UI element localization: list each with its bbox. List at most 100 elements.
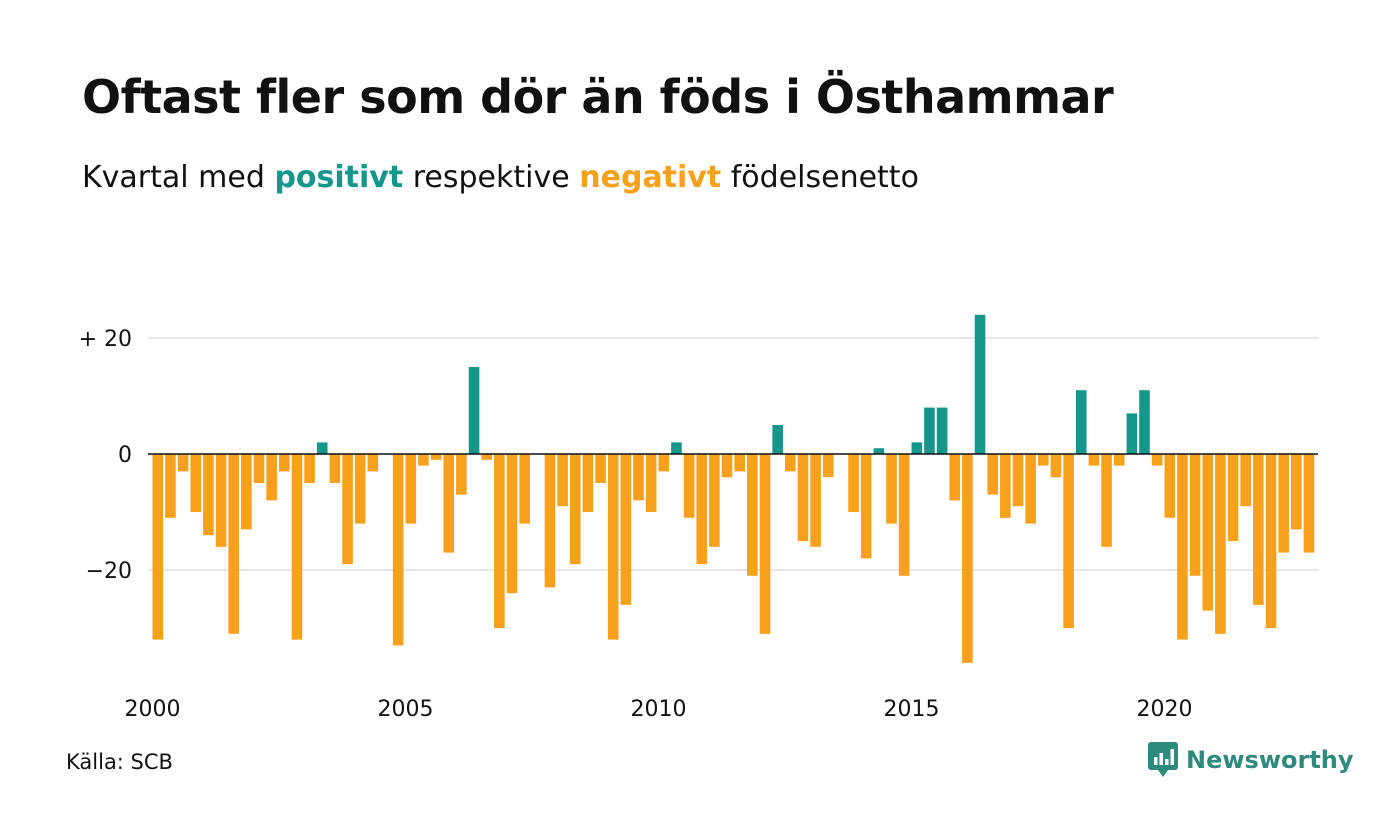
bar-negative bbox=[1265, 454, 1277, 628]
bar-negative bbox=[392, 454, 404, 646]
x-tick-label: 2020 bbox=[1137, 697, 1193, 722]
bar-negative bbox=[1177, 454, 1188, 640]
bar-negative bbox=[279, 454, 290, 472]
bar-negative bbox=[544, 454, 556, 588]
bar-negative bbox=[1063, 454, 1074, 628]
bar-negative bbox=[1012, 454, 1024, 507]
bar-negative bbox=[1253, 454, 1264, 605]
bar-negative bbox=[443, 454, 455, 553]
bar-negative bbox=[203, 454, 214, 536]
bar-negative bbox=[291, 454, 303, 640]
bar-negative bbox=[228, 454, 239, 634]
bar-negative bbox=[165, 454, 176, 518]
x-tick-label: 2005 bbox=[378, 697, 434, 722]
bar-negative bbox=[506, 454, 518, 594]
bar-negative bbox=[342, 454, 353, 565]
bar-negative bbox=[1101, 454, 1112, 547]
bar-negative bbox=[949, 454, 961, 501]
chart-subtitle: Kvartal med positivt respektive negativt… bbox=[82, 160, 919, 195]
x-tick-label: 2015 bbox=[884, 697, 940, 722]
bar-negative bbox=[569, 454, 581, 565]
x-tick-label: 2010 bbox=[631, 697, 687, 722]
chart-title: Oftast fler som dör än föds i Östhammar bbox=[82, 70, 1114, 124]
bar-negative bbox=[557, 454, 568, 507]
bar-negative bbox=[734, 454, 745, 472]
bar-negative bbox=[1038, 454, 1049, 466]
bar-chart: + 20 0 −20 2000 2005 2010 2015 2020 bbox=[79, 314, 1318, 722]
bar-negative bbox=[1303, 454, 1315, 553]
bar-negative bbox=[329, 454, 341, 483]
bar-negative bbox=[266, 454, 277, 501]
bar-negative bbox=[1278, 454, 1289, 553]
bar-negative bbox=[797, 454, 809, 541]
bar-negative bbox=[607, 454, 619, 640]
bar-negative bbox=[1151, 454, 1163, 466]
bar-negative bbox=[481, 454, 492, 460]
bar-negative bbox=[354, 454, 366, 524]
bar-negative bbox=[696, 454, 708, 565]
bar-negative bbox=[822, 454, 834, 478]
bar-negative bbox=[253, 454, 265, 483]
bar-negative bbox=[1025, 454, 1036, 524]
bar-negative bbox=[683, 454, 695, 518]
subtitle-negative-label: negativt bbox=[579, 160, 722, 195]
bar-negative bbox=[962, 454, 973, 663]
bar-negative bbox=[721, 454, 733, 478]
bar-negative bbox=[987, 454, 998, 495]
bar-negative bbox=[152, 454, 164, 640]
bar-negative bbox=[582, 454, 594, 512]
bar-positive bbox=[936, 407, 948, 454]
bar-negative bbox=[620, 454, 632, 605]
bar-negative bbox=[898, 454, 910, 576]
newsworthy-logo-icon bbox=[1148, 742, 1178, 777]
bar-negative bbox=[709, 454, 720, 547]
bar-negative bbox=[886, 454, 897, 524]
bar-negative bbox=[304, 454, 315, 483]
subtitle-middle: respektive bbox=[412, 160, 570, 195]
bar-negative bbox=[456, 454, 467, 495]
bar-negative bbox=[177, 454, 189, 472]
bar-negative bbox=[190, 454, 202, 512]
bar-negative bbox=[785, 454, 796, 472]
bar-negative bbox=[595, 454, 606, 483]
bar-negative bbox=[645, 454, 657, 512]
bar-negative bbox=[848, 454, 859, 512]
bar-negative bbox=[1240, 454, 1251, 507]
bar-positive bbox=[468, 367, 480, 454]
source-note: Källa: SCB bbox=[66, 750, 173, 774]
bar-negative bbox=[1113, 454, 1125, 466]
bar-negative bbox=[1227, 454, 1239, 541]
bar-negative bbox=[1291, 454, 1302, 530]
subtitle-suffix: födelsenetto bbox=[730, 160, 919, 195]
bar-positive bbox=[974, 314, 986, 454]
bar-negative bbox=[1050, 454, 1062, 478]
bar-positive bbox=[1139, 390, 1150, 454]
bar-positive bbox=[1075, 390, 1087, 454]
bar-negative bbox=[405, 454, 417, 524]
bar-negative bbox=[810, 454, 821, 547]
bar-positive bbox=[671, 442, 682, 454]
bar-negative bbox=[747, 454, 758, 576]
bar-negative bbox=[860, 454, 872, 559]
bar-negative bbox=[494, 454, 505, 628]
bar-negative bbox=[418, 454, 429, 466]
bar-positive bbox=[1126, 413, 1138, 454]
bar-positive bbox=[911, 442, 923, 454]
y-tick-label: + 20 bbox=[79, 327, 132, 352]
bar-negative bbox=[658, 454, 670, 472]
bar-negative bbox=[430, 454, 442, 460]
brand-name: Newsworthy bbox=[1186, 746, 1354, 774]
bar-negative bbox=[1000, 454, 1011, 518]
bar-positive bbox=[873, 448, 885, 454]
bar-negative bbox=[1164, 454, 1176, 518]
y-tick-label: −20 bbox=[86, 559, 132, 584]
subtitle-positive-label: positivt bbox=[274, 160, 404, 195]
bar-negative bbox=[367, 454, 379, 472]
bar-positive bbox=[772, 425, 783, 454]
brand-logo: Newsworthy bbox=[1148, 742, 1354, 778]
subtitle-prefix: Kvartal med bbox=[82, 160, 265, 195]
y-tick-label: 0 bbox=[118, 443, 132, 468]
bar-negative bbox=[519, 454, 530, 524]
bar-negative bbox=[633, 454, 644, 501]
bar-negative bbox=[1215, 454, 1226, 634]
